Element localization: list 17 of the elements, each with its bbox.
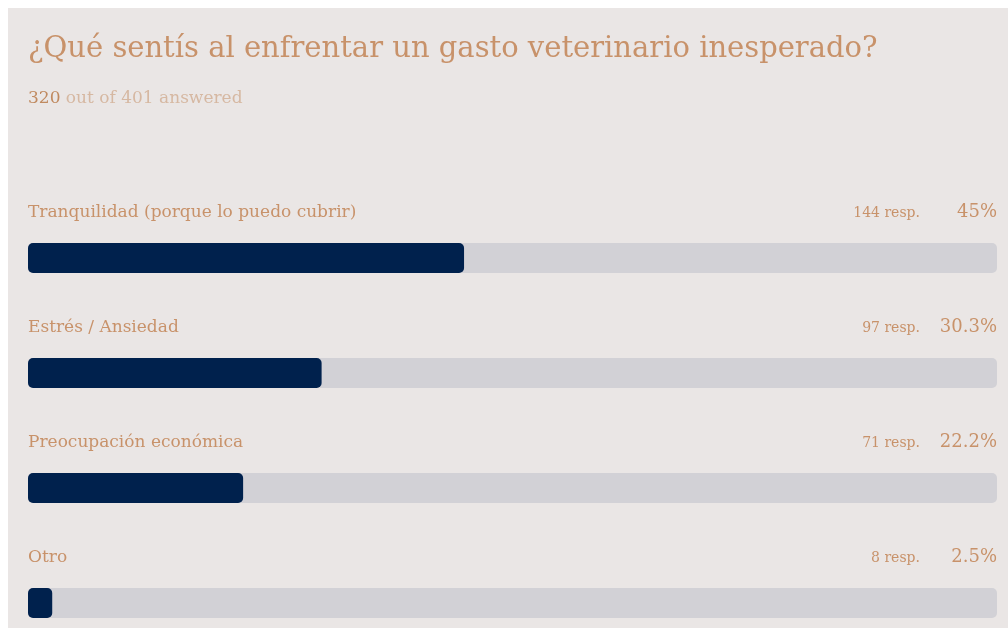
chart-title: ¿Qué sentís al enfrentar un gasto veterinario inesperado? [28,30,878,64]
bar [28,588,53,618]
data-label: 22.2% [939,430,997,451]
y-tick-label: Preocupación económica [28,431,244,451]
bar [28,473,244,503]
annotation: 8 resp. [871,549,920,565]
y-tick-label: Estrés / Ansiedad [28,316,179,336]
data-label: 45% [956,200,997,221]
bar [28,358,322,388]
annotation: 97 resp. [862,319,920,335]
y-tick-label: Tranquilidad (porque lo puedo cubrir) [28,201,357,221]
chart-subtitle: 320 out of 401 answered [28,87,243,107]
data-label: 30.3% [939,315,997,336]
annotation: 144 resp. [853,204,920,220]
data-label: 2.5% [951,545,997,566]
annotation: 71 resp. [862,434,920,450]
y-tick-label: Otro [28,546,68,566]
